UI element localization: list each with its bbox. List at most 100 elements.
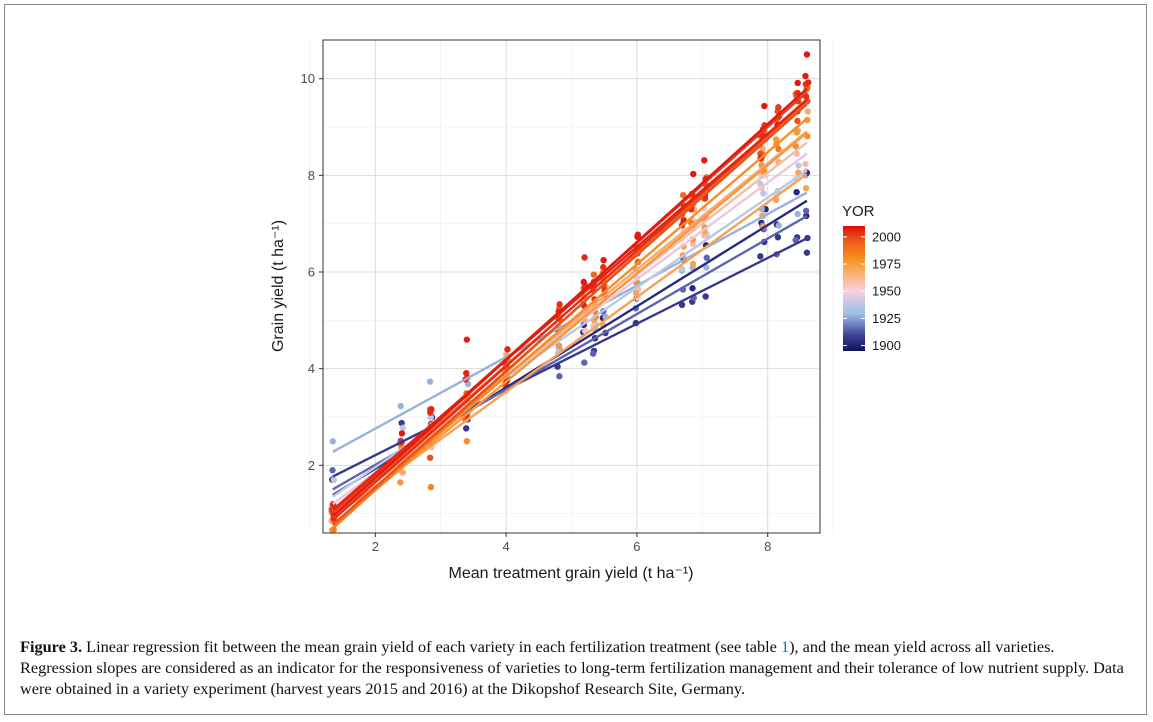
regression-lines <box>332 87 808 530</box>
regression-line-1958 <box>332 130 808 518</box>
data-point <box>803 249 811 256</box>
x-tick-label: 4 <box>502 539 509 554</box>
data-point <box>761 102 768 110</box>
data-point <box>398 430 406 437</box>
y-tick-label: 4 <box>308 361 315 376</box>
data-point <box>330 526 337 533</box>
figure-frame <box>4 4 1147 715</box>
data-point <box>792 236 799 244</box>
data-point <box>689 285 696 292</box>
data-point <box>600 256 607 264</box>
legend-colorbar <box>843 226 865 351</box>
regression-line-2003 <box>332 98 808 511</box>
regression-line-1905 <box>332 237 808 478</box>
data-point <box>426 454 434 461</box>
x-axis-ticks: 2 4 6 8 <box>372 533 771 554</box>
data-point <box>397 402 404 410</box>
data-point <box>397 479 404 486</box>
data-point <box>794 79 801 87</box>
data-point <box>702 293 709 300</box>
data-point <box>581 359 588 366</box>
y-axis-ticks: 2 4 6 8 10 <box>301 71 323 473</box>
x-axis-title: Mean treatment grain yield (t ha⁻¹) <box>449 565 694 582</box>
data-point <box>463 369 470 377</box>
data-point <box>581 254 588 261</box>
data-point <box>678 301 686 309</box>
data-point <box>329 467 336 474</box>
data-point <box>701 232 708 239</box>
data-point <box>703 264 710 271</box>
data-point <box>590 271 598 278</box>
y-tick-label: 10 <box>301 71 315 86</box>
legend-tick-label: 1925 <box>872 311 901 326</box>
figure-caption: Figure 3. Linear regression fit between … <box>20 636 1130 699</box>
data-point <box>556 373 563 380</box>
data-point <box>757 253 764 260</box>
legend-tick-label: 1950 <box>872 284 901 299</box>
legend-title: YOR <box>842 203 875 220</box>
data-point <box>504 346 511 353</box>
caption-text-1: Linear regression fit between the mean g… <box>82 637 781 656</box>
data-point <box>775 104 782 111</box>
data-point <box>600 264 607 271</box>
data-point <box>802 72 809 80</box>
data-point <box>689 260 697 268</box>
data-point <box>678 265 686 273</box>
data-point <box>689 240 696 248</box>
plot-border <box>322 39 821 534</box>
table-reference-link[interactable]: 1 <box>780 637 790 656</box>
data-point <box>680 191 687 199</box>
data-point <box>690 170 697 178</box>
data-point <box>580 278 587 286</box>
data-point <box>556 301 563 308</box>
data-point <box>759 145 766 152</box>
color-legend: YOR 2000 1975 1950 1925 1900 <box>842 203 901 353</box>
x-tick-label: 2 <box>372 539 379 554</box>
y-tick-label: 8 <box>308 168 315 183</box>
data-point <box>399 424 407 432</box>
data-point <box>427 483 435 491</box>
legend-tick-label: 1975 <box>872 257 901 272</box>
data-point <box>329 438 336 445</box>
data-point <box>427 414 434 421</box>
data-point <box>330 476 338 484</box>
data-point <box>772 136 780 143</box>
y-tick-label: 2 <box>308 458 315 473</box>
data-point <box>634 233 641 240</box>
data-point <box>793 188 800 196</box>
regression-line-1990 <box>332 103 808 526</box>
legend-ticks: 2000 1975 1950 1925 1900 <box>843 229 901 353</box>
figure-label: Figure 3. <box>20 637 83 656</box>
data-point <box>774 234 782 241</box>
data-point <box>555 342 563 349</box>
y-axis-title: Grain yield (t ha⁻¹) <box>270 220 287 352</box>
scatter-regression-chart: 2 4 6 8 2 4 6 8 10 Mean treatment grain yield (… <box>270 39 901 582</box>
data-point <box>793 129 801 136</box>
data-point <box>794 210 801 218</box>
data-point <box>589 350 597 357</box>
data-point <box>399 469 406 476</box>
data-point <box>398 419 405 427</box>
data-point <box>794 117 801 125</box>
grid-lines <box>309 40 834 533</box>
data-point <box>760 190 767 197</box>
caption-text-2: ), and the mean yield across all varieti… <box>20 637 1124 698</box>
data-point <box>703 254 710 261</box>
x-tick-label: 8 <box>764 539 771 554</box>
data-point <box>463 437 471 445</box>
data-point <box>802 185 810 192</box>
regression-line-2007 <box>332 87 808 518</box>
data-point <box>804 108 811 115</box>
data-point <box>428 406 435 413</box>
data-point <box>632 290 640 297</box>
legend-tick-label: 2000 <box>872 229 901 244</box>
y-tick-label: 6 <box>308 265 315 280</box>
x-tick-label: 6 <box>633 539 640 554</box>
legend-tick-label: 1900 <box>872 338 901 353</box>
data-point <box>463 336 471 343</box>
regression-line-1968 <box>332 131 808 527</box>
data-point <box>795 162 802 169</box>
data-point <box>462 425 470 432</box>
data-point <box>802 160 809 168</box>
data-point <box>426 378 434 385</box>
